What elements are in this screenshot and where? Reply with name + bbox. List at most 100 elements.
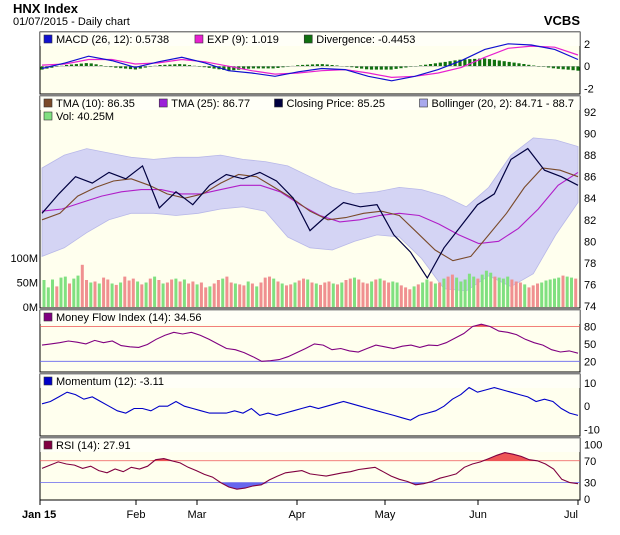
volume-bar [463, 279, 467, 307]
volume-bar [450, 274, 454, 307]
volume-bar [63, 276, 67, 307]
volume-bar [114, 284, 118, 307]
momentum-panel [41, 386, 579, 421]
divergence-bar [124, 66, 128, 69]
volume-bar [216, 280, 220, 307]
divergence-bar [532, 65, 536, 67]
divergence-bar [497, 60, 501, 67]
volume-bar [187, 283, 191, 307]
y-tick-label: 0 [584, 494, 590, 506]
volume-bar [514, 281, 518, 307]
volume-bar [442, 278, 446, 307]
volume-bar [178, 281, 182, 307]
divergence-bar [202, 66, 206, 68]
divergence-bar [84, 63, 88, 67]
volume-bar [285, 285, 288, 307]
volume-bar [268, 276, 271, 307]
volume-bar [119, 282, 123, 307]
volume-bar [484, 270, 488, 307]
volume-bar [127, 280, 131, 307]
divergence-bar [251, 66, 255, 69]
volume-bar [365, 283, 369, 307]
divergence-bar [379, 66, 383, 70]
divergence-bar [507, 61, 511, 67]
volume-bar [523, 284, 527, 307]
volume-bar [250, 283, 254, 307]
volume-bar [255, 286, 259, 307]
x-axis: Jan 15 Feb Mar Apr May Jun Jul [22, 500, 579, 521]
volume-bar [297, 280, 301, 307]
mfi-legend-band [40, 310, 580, 324]
divergence-bar [305, 64, 310, 67]
divergence-bar [483, 58, 487, 67]
x-tick-label: Jan 15 [22, 509, 56, 521]
y-tick-label: 0 [584, 61, 590, 73]
divergence-bar [69, 64, 74, 67]
divergence-bar [173, 64, 177, 67]
divergence-bar [389, 66, 393, 70]
divergence-bar [546, 66, 551, 68]
divergence-bar [438, 62, 442, 67]
legend-label: Bollinger (20, 2): 84.71 - 88.7 [432, 98, 574, 110]
y-tick-label: 0 [584, 401, 590, 413]
volume-bar [68, 283, 71, 307]
volume-bar [476, 278, 480, 307]
divergence-bar [487, 59, 492, 67]
legend-swatch [43, 312, 53, 322]
volume-bar [263, 277, 267, 307]
divergence-bar [212, 66, 216, 69]
divergence-bar [222, 66, 226, 70]
volume-bar [55, 286, 59, 307]
volume-bar [157, 280, 161, 307]
divergence-bar [458, 59, 462, 67]
chart-source: VCBS [544, 13, 580, 28]
volume-bar [51, 279, 54, 307]
volume-bar [93, 281, 97, 307]
legend-swatch [43, 34, 53, 44]
divergence-bar [50, 66, 54, 68]
x-tick-label: Jun [469, 509, 487, 521]
y-tick-label: 10 [584, 378, 596, 390]
legend-label: Vol: 40.25M [56, 111, 114, 123]
volume-bar [280, 283, 284, 307]
volume-bar [310, 282, 314, 307]
volume-bar [208, 286, 212, 307]
volume-bar [46, 287, 50, 307]
divergence-bar [492, 59, 496, 67]
volume-bar [544, 280, 548, 307]
divergence-bar [89, 63, 93, 67]
volume-bar [531, 285, 535, 307]
divergence-bar [404, 66, 408, 68]
divergence-bar [551, 66, 555, 69]
divergence-bar [512, 62, 516, 67]
volume-bar [59, 277, 63, 307]
x-tick-label: Feb [127, 509, 146, 521]
volume-bar [276, 281, 280, 307]
volume-bar [433, 283, 437, 307]
y-tick-label: 86 [584, 172, 596, 184]
legend-label: Momentum (12): -3.11 [56, 376, 164, 388]
volume-bar [242, 285, 246, 307]
rsi-line [41, 452, 579, 490]
divergence-bar [374, 66, 378, 70]
volume-bar [497, 277, 501, 307]
divergence-bar [502, 61, 506, 67]
divergence-bar [443, 61, 447, 67]
volume-bar [225, 276, 229, 307]
divergence-bar [168, 64, 172, 67]
divergence-bar [315, 64, 319, 67]
volume-bar [331, 283, 335, 307]
momentum-y-axis: 10 0 -10 [584, 378, 600, 436]
volume-bar [357, 279, 361, 307]
volume-bar [429, 281, 433, 307]
exp-line [41, 45, 579, 79]
legend-label: Money Flow Index (14): 34.56 [56, 312, 202, 324]
volume-bar [110, 283, 114, 307]
bollinger-band [41, 137, 579, 292]
volume-bar [319, 284, 322, 307]
y-tick-label: 2 [584, 39, 590, 51]
divergence-bar [360, 66, 364, 69]
macd-y-axis: 2 0 -2 [584, 39, 594, 96]
legend-swatch [274, 98, 283, 108]
